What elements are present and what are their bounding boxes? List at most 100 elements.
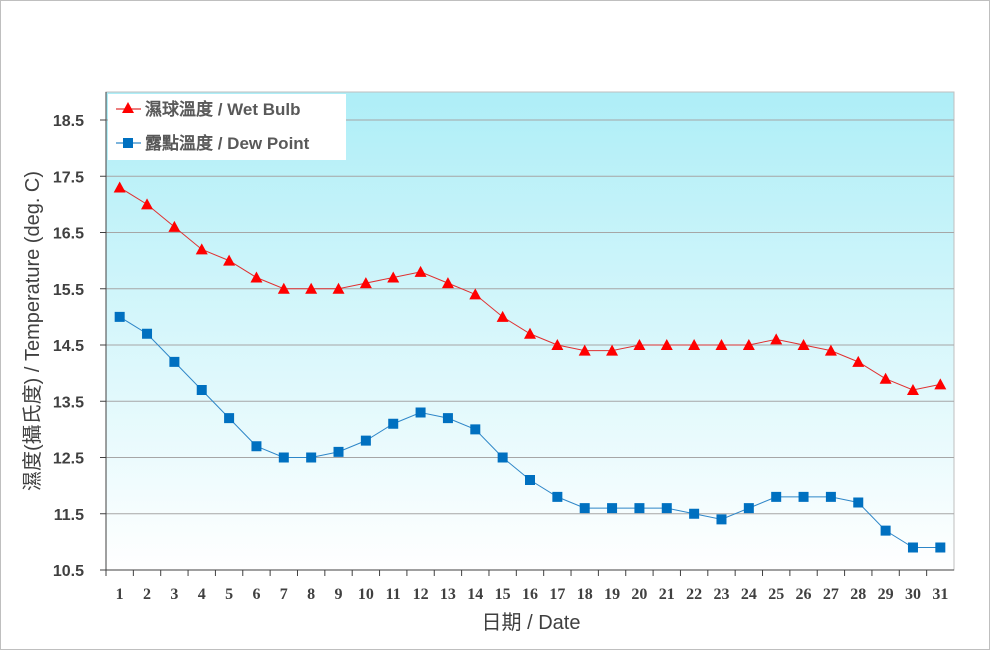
x-axis-label: 日期 / Date [482,612,581,634]
x-tick-label: 10 [358,586,374,603]
dew-point-point [306,452,317,463]
dew-point-point [743,503,754,514]
dew-point-point [689,508,700,519]
dew-point-point [497,452,508,463]
x-tick-label: 4 [198,586,206,603]
wet-bulb-point [660,339,673,350]
x-tick-label: 28 [850,586,866,603]
x-tick-label: 18 [577,586,593,603]
dew-point-point [114,311,125,322]
legend-wet-bulb: 濕球溫度 / Wet Bulb [145,99,301,119]
wet-bulb-point [305,282,318,294]
dew-point-point [278,452,289,463]
wet-bulb-point [578,344,591,356]
y-tick-label: 12.5 [53,451,84,468]
x-tick-label: 6 [252,586,260,603]
legend-dew-point: 露點溫度 / Dew Point [145,133,310,153]
dew-point-point [388,418,399,429]
dew-point-point [169,356,180,367]
wet-bulb-point [524,327,536,339]
y-tick-label: 18.5 [53,113,84,130]
x-tick-label: 3 [170,586,178,603]
x-tick-label: 27 [823,586,839,603]
x-tick-label: 25 [768,586,784,603]
x-tick-label: 21 [659,586,675,603]
legend: 濕球溫度 / Wet Bulb 露點溫度 / Dew Point [108,94,346,160]
x-tick-label: 29 [878,586,894,603]
wet-bulb-point [223,254,236,266]
dew-point-point [525,475,535,485]
legend-triangle-icon [122,102,134,113]
dew-point-point [333,446,344,457]
y-tick-label: 14.5 [53,338,84,355]
x-tick-label: 23 [713,586,729,603]
wet-bulb-point [688,339,701,350]
y-tick-label: 17.5 [53,169,84,186]
x-tick-label: 2 [143,586,151,603]
wet-bulb-point [113,181,126,193]
wet-bulb-point [934,378,947,390]
dew-point-point [935,542,946,553]
wet-bulb-point [633,339,646,350]
x-tick-label: 7 [280,586,288,603]
x-tick-label: 11 [386,586,401,603]
wet-bulb-point [606,344,619,356]
y-tick-label: 16.5 [53,226,84,243]
wet-bulb-point [469,288,482,300]
dew-point-point [907,542,918,553]
wet-bulb-point [359,277,372,289]
dew-point-point [415,407,426,418]
dew-point-point [798,491,809,502]
x-tick-label: 8 [307,586,315,603]
dew-point-point [716,514,727,525]
dew-point-point [552,491,563,502]
wet-bulb-point [879,372,892,384]
wet-bulb-point [824,344,837,356]
x-tick-label: 12 [413,586,429,603]
wet-bulb-point [414,265,427,277]
dew-point-point [142,328,153,339]
wet-bulb-point [141,198,154,210]
dew-point-point [579,503,590,514]
x-tick-label: 15 [495,586,511,603]
x-tick-label: 14 [467,586,483,603]
dew-point-point [661,503,672,514]
wet-bulb-point [770,333,783,345]
dew-point-point [825,491,836,502]
x-tick-label: 20 [631,586,647,603]
wet-bulb-point [551,339,564,350]
dew-point-point [224,413,235,424]
dew-point-point [470,424,481,435]
dew-point-point [442,413,453,424]
x-tick-label: 31 [932,586,948,603]
x-tick-label: 26 [796,586,812,603]
wet-bulb-point [168,220,181,232]
wet-bulb-point [277,282,290,294]
y-tick-label: 11.5 [54,507,84,524]
y-tick-label: 13.5 [53,394,84,411]
wet-bulb-point [195,243,208,255]
dew-point-point [771,491,782,502]
y-axis-label: 濕度(攝氏度) / Temperature (deg. C) [21,171,44,491]
x-tick-label: 22 [686,586,702,603]
x-tick-label: 13 [440,586,456,603]
y-tick-label: 15.5 [53,282,84,299]
dew-point-point [360,435,371,446]
x-tick-label: 1 [116,586,124,603]
wet-bulb-point [250,271,263,283]
legend-square-icon [123,138,133,148]
y-tick-label: 10.5 [53,563,84,580]
dew-point-point [607,503,618,514]
wet-bulb-point [332,282,345,294]
x-tick-label: 16 [522,586,538,603]
x-tick-label: 24 [741,586,757,603]
wet-bulb-point [496,310,509,322]
wet-bulb-point [742,339,755,350]
wet-bulb-point [797,339,810,350]
x-tick-label: 30 [905,586,921,603]
dew-point-point [196,385,207,395]
wet-bulb-point [715,339,728,350]
wet-bulb-point [906,384,919,395]
